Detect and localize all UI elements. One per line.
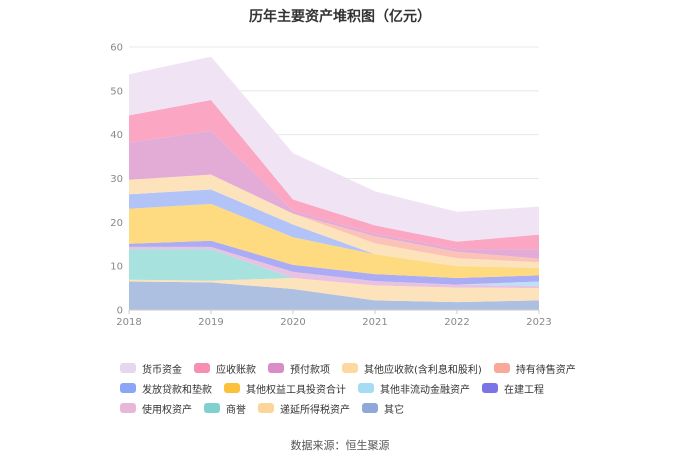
y-tick-label: 0 xyxy=(117,306,123,317)
legend-item[interactable]: 预付款项 xyxy=(268,361,330,376)
legend-row: 货币资金 应收账款 预付款项 其他应收款(含利息和股利) 持有待售资产 xyxy=(120,358,590,378)
area-series xyxy=(129,189,539,268)
legend-item[interactable]: 发放贷款和垫款 xyxy=(120,381,212,396)
area-series xyxy=(129,278,539,303)
legend-swatch xyxy=(482,383,498,393)
legend-label: 递延所得税资产 xyxy=(280,404,350,416)
x-tick-label: 2023 xyxy=(526,317,551,328)
legend-swatch xyxy=(224,383,240,393)
area-series xyxy=(129,100,539,250)
chart-title: 历年主要资产堆积图（亿元） xyxy=(249,9,431,25)
x-tick-label: 2019 xyxy=(198,317,223,328)
legend-swatch xyxy=(362,403,378,413)
legend-item[interactable]: 货币资金 xyxy=(120,361,182,376)
legend-item[interactable]: 其他非流动金融资产 xyxy=(358,381,470,396)
y-tick-label: 30 xyxy=(110,174,123,185)
x-tick-label: 2018 xyxy=(116,317,141,328)
area-series xyxy=(129,203,539,278)
area-series xyxy=(129,281,539,310)
legend-label: 其他权益工具投资合计 xyxy=(246,384,346,396)
legend-item[interactable]: 其他权益工具投资合计 xyxy=(224,381,346,396)
legend-swatch xyxy=(194,363,210,373)
area-series xyxy=(129,249,539,289)
legend-label: 发放贷款和垫款 xyxy=(142,384,212,396)
legend-label: 商誉 xyxy=(226,404,246,416)
x-tick-label: 2021 xyxy=(362,317,387,328)
data-source: 数据来源：恒生聚源 xyxy=(290,439,390,452)
legend-item[interactable]: 应收账款 xyxy=(194,361,256,376)
axis-layer: 0 10 20 30 40 50 60 2018 2019 2020 2021 2022 2023 xyxy=(110,43,551,329)
legend-label: 应收账款 xyxy=(216,364,256,376)
legend-label: 预付款项 xyxy=(290,364,330,376)
legend-label: 其他应收款(含利息和股利) xyxy=(364,364,482,376)
legend-swatch xyxy=(268,363,284,373)
legend: 货币资金 应收账款 预付款项 其他应收款(含利息和股利) 持有待售资产发放贷款和垫款 其他… xyxy=(120,358,590,418)
y-tick-label: 20 xyxy=(110,218,123,229)
area-series xyxy=(129,130,539,259)
legend-swatch xyxy=(120,363,136,373)
legend-item[interactable]: 持有待售资产 xyxy=(493,361,576,376)
legend-item[interactable]: 使用权资产 xyxy=(120,401,192,416)
legend-swatch xyxy=(358,383,374,393)
x-tick-label: 2020 xyxy=(280,317,305,328)
y-tick-label: 60 xyxy=(110,43,123,54)
area-series xyxy=(129,56,539,242)
legend-item[interactable]: 其他应收款(含利息和股利) xyxy=(342,361,482,376)
legend-swatch xyxy=(342,363,358,373)
legend-item[interactable]: 商誉 xyxy=(204,401,246,416)
legend-label: 持有待售资产 xyxy=(515,364,576,376)
legend-swatch xyxy=(493,363,510,373)
legend-swatch xyxy=(120,383,136,393)
legend-swatch xyxy=(120,403,136,413)
legend-item[interactable]: 在建工程 xyxy=(482,381,544,396)
legend-item[interactable]: 其它 xyxy=(362,401,404,416)
legend-row: 发放贷款和垫款 其他权益工具投资合计 其他非流动金融资产 在建工程 xyxy=(120,378,590,398)
y-tick-label: 50 xyxy=(110,86,123,97)
legend-label: 使用权资产 xyxy=(142,404,192,416)
legend-item[interactable]: 递延所得税资产 xyxy=(258,401,350,416)
area-series xyxy=(129,174,539,268)
y-tick-label: 40 xyxy=(110,130,123,141)
x-tick-label: 2022 xyxy=(444,317,469,328)
stacked-area-chart: 0 10 20 30 40 50 60 2018 2019 2020 2021 2022 2023 xyxy=(110,43,551,329)
legend-swatch xyxy=(204,403,220,413)
legend-row: 使用权资产 商誉 递延所得税资产 其它 xyxy=(120,398,590,418)
legend-label: 在建工程 xyxy=(504,384,544,396)
y-tick-label: 10 xyxy=(110,262,123,273)
area-series xyxy=(129,246,539,289)
legend-label: 其他非流动金融资产 xyxy=(380,384,470,396)
area-series xyxy=(129,240,539,285)
legend-swatch xyxy=(258,403,274,413)
legend-label: 其它 xyxy=(384,404,404,416)
legend-label: 货币资金 xyxy=(142,364,182,376)
area-layer xyxy=(129,56,539,310)
